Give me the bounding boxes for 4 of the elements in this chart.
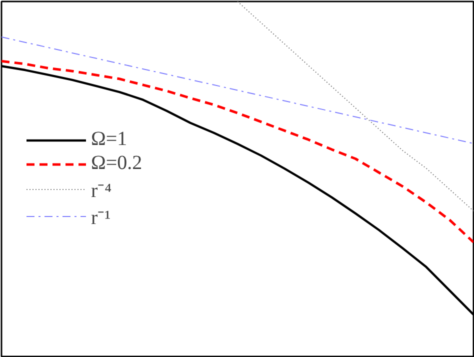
legend-label: r⁻¹ [91, 206, 111, 230]
legend-label: Ω=1 [91, 128, 128, 152]
legend-label: r⁻⁴ [91, 178, 112, 202]
legend-label: Ω=0.2 [91, 152, 142, 176]
